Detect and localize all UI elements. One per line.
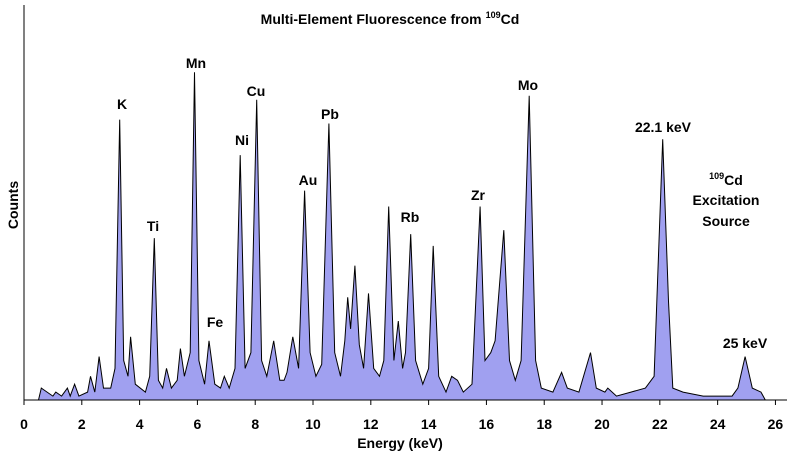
x-tick-label: 26 — [768, 416, 784, 432]
source-label: Source — [702, 213, 750, 229]
x-tick-label: 22 — [652, 416, 668, 432]
peak-label: Rb — [401, 209, 420, 225]
x-tick-label: 12 — [363, 416, 379, 432]
x-tick-label: 10 — [305, 416, 321, 432]
peak-label: Fe — [207, 314, 224, 330]
source-label: 109Cd — [709, 171, 743, 188]
peak-label: Au — [299, 172, 318, 188]
peak-label: Ti — [147, 218, 159, 234]
y-axis-label: Counts — [5, 181, 21, 229]
peak-label: 25 keV — [723, 335, 768, 351]
peak-label: Zr — [471, 187, 486, 203]
peak-label: Cu — [247, 83, 266, 99]
x-tick-label: 4 — [136, 416, 144, 432]
x-tick-label: 24 — [710, 416, 726, 432]
peak-label: K — [117, 96, 127, 112]
x-tick-label: 2 — [78, 416, 86, 432]
chart-title: Multi-Element Fluorescence from 109Cd — [261, 10, 520, 27]
peak-label: Mn — [186, 55, 206, 71]
x-tick-label: 6 — [194, 416, 202, 432]
x-axis-label: Energy (keV) — [357, 435, 443, 451]
peak-label: 22.1 keV — [635, 119, 692, 135]
peak-label: Mo — [518, 77, 538, 93]
x-tick-label: 14 — [421, 416, 437, 432]
x-tick-label: 18 — [536, 416, 552, 432]
spectrum-area — [38, 72, 766, 401]
x-tick-label: 0 — [20, 416, 28, 432]
x-tick-label: 8 — [251, 416, 259, 432]
source-label: Excitation — [693, 192, 760, 208]
x-tick-label: 16 — [479, 416, 495, 432]
x-tick-label: 20 — [594, 416, 610, 432]
peak-label: Ni — [235, 132, 249, 148]
peak-label: Pb — [321, 106, 339, 122]
